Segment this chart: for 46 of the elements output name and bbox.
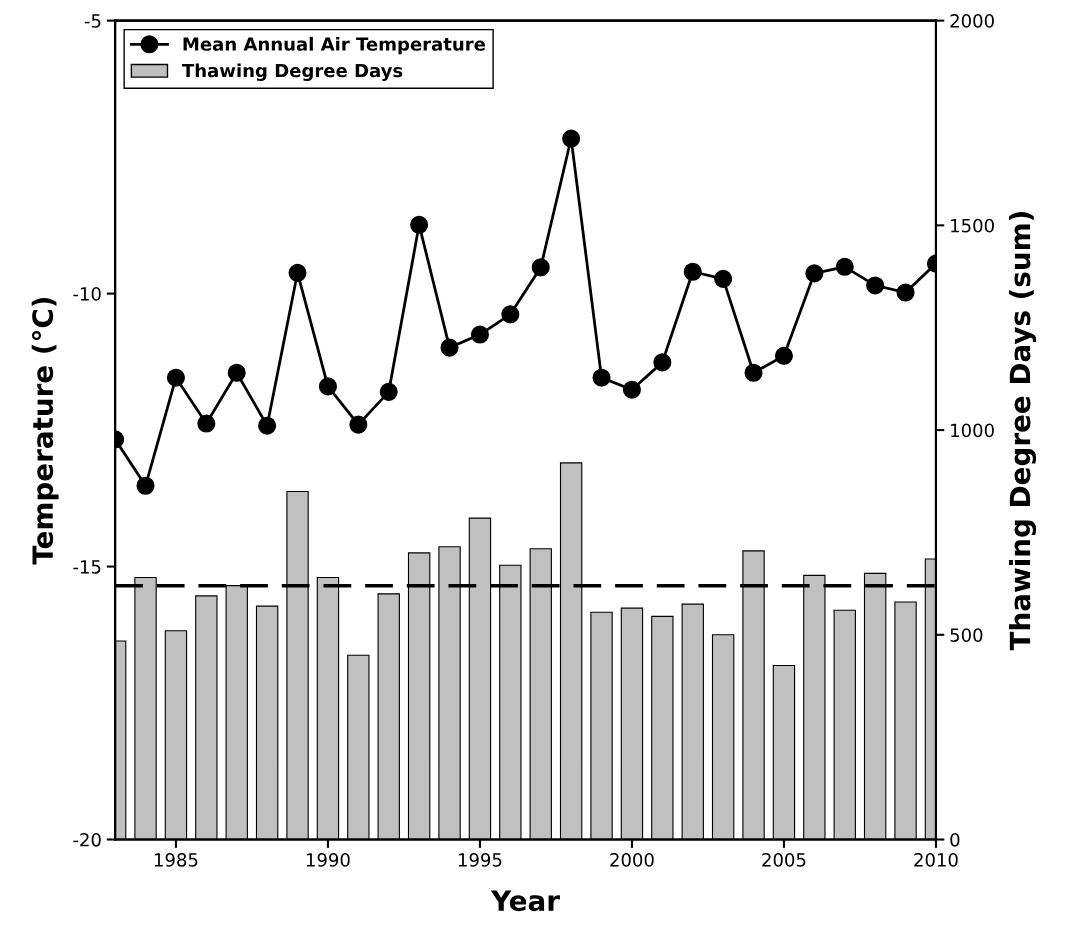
point (440, 338, 459, 357)
point (410, 215, 429, 234)
x-tick-label: 2005 (762, 853, 806, 867)
point (744, 363, 763, 382)
legend-label: Mean Annual Air Temperature (183, 36, 486, 55)
x-tick-label: 1995 (458, 853, 502, 867)
point (166, 368, 185, 387)
y2-tick-label: 1500 (951, 218, 994, 233)
point (562, 129, 581, 148)
point (136, 476, 155, 495)
y2-tick-label: 1000 (951, 423, 994, 438)
x-tick-label: 2000 (610, 853, 654, 867)
point (714, 269, 733, 288)
point (896, 283, 915, 302)
x-tick-label: 2010 (914, 853, 958, 867)
y-tick-label: -20 (73, 832, 101, 847)
point (501, 305, 520, 324)
x-tick-label: 1985 (154, 853, 198, 867)
y-tick-label: -15 (73, 560, 101, 574)
y2-axis-title: Thawing Degree Days (sum) (1008, 212, 1037, 651)
point (197, 414, 216, 433)
point (622, 380, 641, 399)
x-axis-title: Year (490, 890, 560, 912)
point (835, 257, 854, 276)
point (805, 264, 824, 283)
point (349, 415, 368, 434)
point (683, 262, 702, 281)
y2-tick-label: 500 (950, 628, 983, 642)
y-tick-label: -10 (73, 287, 101, 301)
x-tick-label: 1990 (306, 853, 350, 867)
point (227, 363, 246, 382)
y-tick-label: -5 (84, 14, 101, 28)
point (866, 276, 885, 295)
point (258, 416, 277, 435)
y2-tick-label: 2000 (950, 14, 994, 28)
point (592, 368, 611, 387)
point (653, 353, 672, 372)
point (774, 346, 793, 365)
point (318, 377, 337, 396)
legend-label: Thawing Degree Days (182, 63, 403, 81)
point (379, 382, 398, 401)
point (531, 258, 550, 277)
point (470, 325, 489, 344)
y2-tick-label: 0 (950, 832, 960, 847)
y-axis-title: Temperature (°C) (31, 297, 59, 565)
point (288, 263, 307, 282)
